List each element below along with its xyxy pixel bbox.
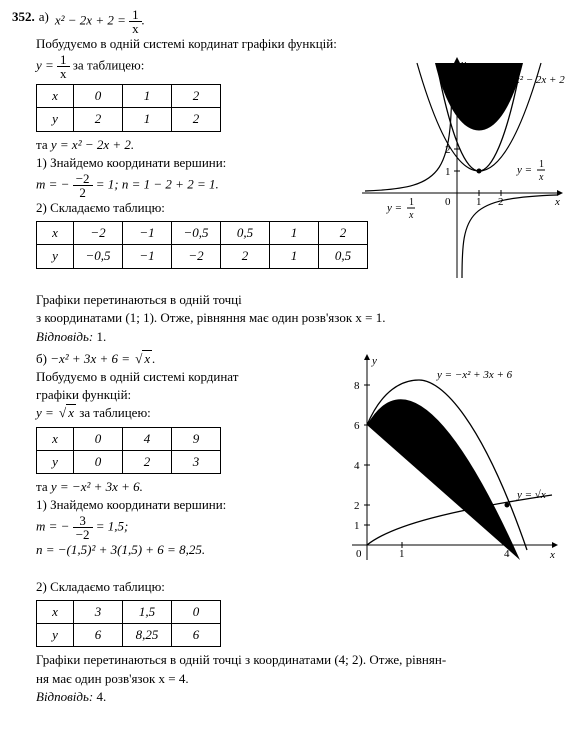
conclusion-b1: Графіки перетинаються в одній точці з ко… [36,651,575,669]
table-row: x 0 4 9 [37,427,221,450]
chart-b: y x 0 1 4 1 2 4 6 8 y = −x² + 3x + 6 y =… [332,350,562,570]
svg-text:1: 1 [476,196,482,208]
svg-text:4: 4 [504,548,510,560]
svg-text:y =: y = [386,202,402,214]
table-b2: x 3 1,5 0 y 6 8,25 6 [36,600,221,647]
svg-text:y: y [371,355,377,367]
text-a2: та y = x² − 2x + 2. [36,136,357,154]
svg-text:1: 1 [354,520,360,532]
problem-number: 352. [12,8,35,26]
step-a2: 2) Складаємо таблицю: [36,199,357,217]
svg-text:2: 2 [354,500,360,512]
conclusion-a1: Графіки перетинаються в одній точці [36,291,575,309]
svg-text:y =: y = [516,164,532,176]
svg-text:y = √x: y = √x [516,489,546,501]
step-b1: 1) Знайдемо координати вершини: [36,496,332,514]
svg-text:y = x² − 2x + 2: y = x² − 2x + 2 [496,74,565,86]
step-a1: 1) Знайдемо координати вершини: [36,154,357,172]
svg-text:0: 0 [445,196,451,208]
table-row: y 2 1 2 [37,108,221,131]
svg-text:1: 1 [445,166,451,178]
svg-text:x: x [549,549,555,561]
table-row: x −2 −1 −0,5 0,5 1 2 [37,222,368,245]
table-b1: x 0 4 9 y 0 2 3 [36,427,221,474]
table-row: y 6 8,25 6 [37,624,221,647]
step-b2: 2) Складаємо таблицю: [36,578,575,596]
table-a2: x −2 −1 −0,5 0,5 1 2 y −0,5 −1 −2 2 1 0,… [36,221,368,268]
table-row: y 0 2 3 [37,450,221,473]
func-b1: y = x за таблицею: [36,404,332,422]
svg-text:1: 1 [399,548,405,560]
svg-text:y = −x² + 3x + 6: y = −x² + 3x + 6 [436,369,513,381]
vertex-b-n: n = −(1,5)² + 3(1,5) + 6 = 8,25. [36,541,332,559]
table-row: y −0,5 −1 −2 2 1 0,5 [37,245,368,268]
chart-a: y x 0 1 2 1 2 y = x² − 2x + 2 y = 1 x y … [357,53,567,283]
answer-b: Відповідь: 4. [36,688,575,706]
part-b-header: б) −x² + 3x + 6 = x. [36,350,332,368]
svg-text:x: x [538,172,544,183]
text-b2: графіки функцій: [36,386,332,404]
text-b3: та y = −x² + 3x + 6. [36,478,332,496]
svg-text:2: 2 [445,144,451,156]
part-a-label: а) [39,8,49,26]
text-a1: Побудуємо в одній системі кординат графі… [36,35,575,53]
vertex-a: m = − −2 2 = 1; n = 1 − 2 + 2 = 1. [36,172,357,199]
svg-text:6: 6 [354,420,360,432]
eq-a: x² − 2x + 2 = 1 x . [55,8,145,35]
table-a1: x 0 1 2 y 2 1 2 [36,84,221,131]
func-a1: y = 1 x за таблицею: [36,53,357,80]
conclusion-b2: ня має один розв'язок x = 4. [36,670,575,688]
svg-text:2: 2 [498,196,504,208]
conclusion-a2: з координатами (1; 1). Отже, рівняння ма… [36,309,575,327]
svg-text:1: 1 [539,159,544,170]
svg-text:8: 8 [354,380,360,392]
svg-text:x: x [554,196,560,208]
table-row: x 3 1,5 0 [37,600,221,623]
svg-text:1: 1 [409,197,414,208]
answer-a: Відповідь: 1. [36,328,575,346]
text-b1: Побудуємо в одній системі кординат [36,368,332,386]
vertex-b-m: m = − 3 −2 = 1,5; [36,514,332,541]
svg-text:4: 4 [354,460,360,472]
frac-1-over-x: 1 x [129,8,142,35]
svg-text:0: 0 [356,548,362,560]
table-row: x 0 1 2 [37,85,221,108]
svg-text:x: x [408,210,414,221]
part-a-header: 352. а) x² − 2x + 2 = 1 x . [12,8,575,35]
svg-text:y: y [460,58,466,70]
